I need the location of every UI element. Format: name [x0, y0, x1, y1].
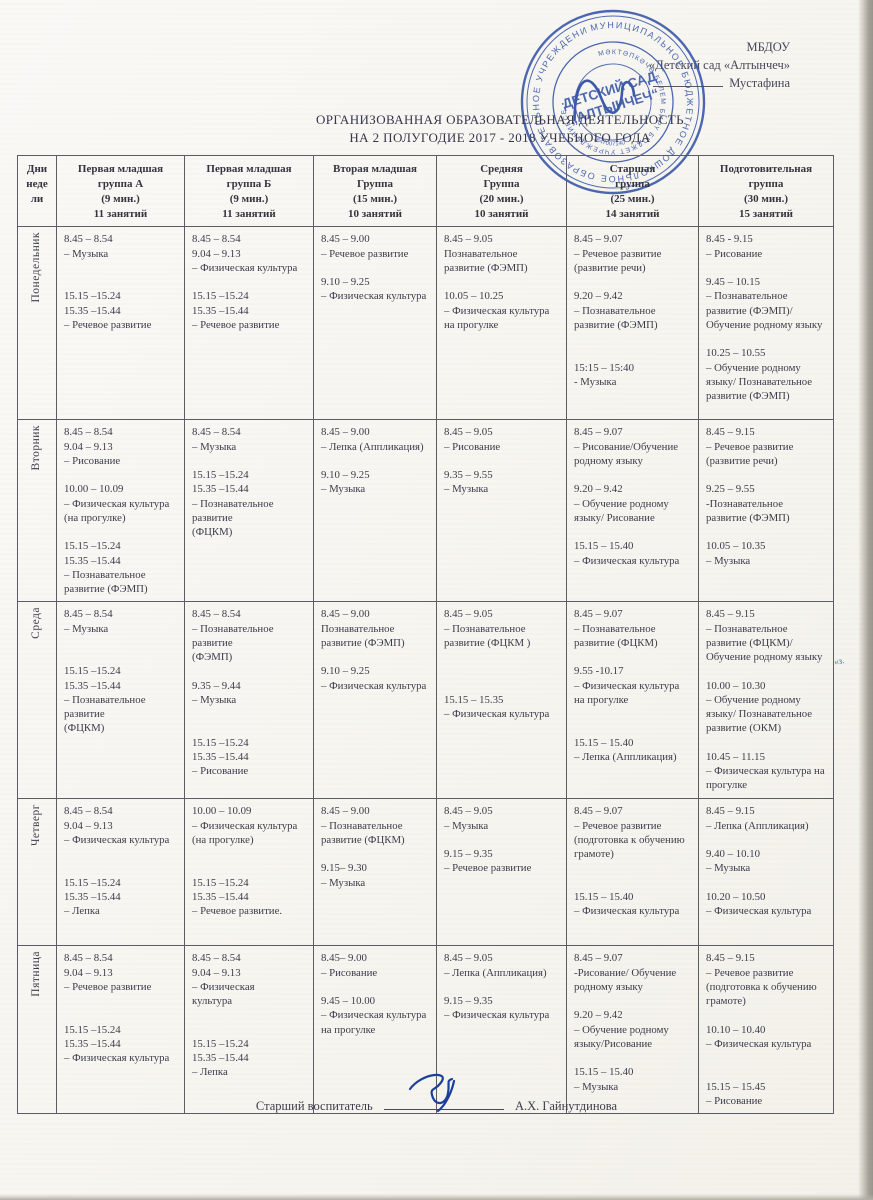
- row-tuesday: Вторник 8.45 – 8.54 9.04 – 9.13 – Рисова…: [17, 419, 834, 603]
- schedule-cell: 8.45 – 9.07 – Рисование/Обучение родному…: [566, 419, 699, 603]
- seal-signature-stroke: [573, 79, 636, 122]
- schedule-cell: 8.45 – 8.54 – Музыка 15.15 –15.24 15.35 …: [184, 419, 314, 603]
- schedule-cell: 8.45 – 9.05 – Музыка 9.15 – 9.35 – Речев…: [436, 798, 567, 947]
- schedule-cell: 8.45 – 9.05 – Рисование 9.35 – 9.55 – Му…: [436, 419, 567, 603]
- schedule-cell: 8.45 – 9.05 – Познавательное развитие (Ф…: [436, 601, 567, 800]
- day-label-friday: Пятница: [17, 945, 57, 1115]
- schedule-cell: 8.45 – 9.07 – Речевое развитие (развитие…: [566, 226, 699, 421]
- title-line-2: НА 2 ПОЛУГОДИЕ 2017 - 2018 УЧЕБНОГО ГОДА: [349, 130, 651, 145]
- schedule-cell: 8.45 – 9.15 – Познавательное развитие (Ф…: [698, 601, 834, 800]
- footer-signature-row: Старший воспитатель А.Х. Гайнутдинова: [0, 1073, 873, 1114]
- document-title: ОРГАНИЗОВАННАЯ ОБРАЗОВАТЕЛЬНАЯ ДЕЯТЕЛЬНО…: [120, 110, 873, 148]
- footer-signature-line: [383, 1073, 504, 1113]
- schedule-cell: 8.45 – 8.54 9.04 – 9.13 – Рисование 10.0…: [56, 419, 185, 603]
- day-label-tuesday: Вторник: [17, 419, 57, 603]
- schedule-cell: 8.45 – 9.15 – Речевое развитие (развитие…: [698, 419, 834, 603]
- schedule-cell: 8.45 – 9.05 Познавательное развитие (ФЭМ…: [436, 226, 567, 421]
- schedule-cell: 8.45 – 8.54 – Музыка 15.15 –15.24 15.35 …: [56, 601, 185, 800]
- schedule-cell: 8.45 – 8.54 9.04 – 9.13 – Физическая кул…: [184, 945, 314, 1115]
- handwritten-signature-icon: [408, 1073, 455, 1113]
- schedule-cell: 8.45 – 9.15 – Лепка (Аппликация) 9.40 – …: [698, 798, 834, 947]
- schedule-cell: 8.45 – 9.07 -Рисование/ Обучение родному…: [566, 945, 699, 1115]
- header-group-1a: Первая младшая группа А (9 мин.) 11 заня…: [56, 154, 185, 228]
- scan-edge-shadow: [858, 0, 873, 1200]
- schedule-cell: 8.45 – 8.54 – Познавательное развитие (Ф…: [184, 601, 314, 800]
- schedule-table: Дни неде ли Первая младшая группа А (9 м…: [17, 154, 834, 1115]
- day-label-wednesday: Среда: [17, 601, 57, 800]
- day-label-monday: Понедельник: [17, 226, 57, 421]
- schedule-cell: 8.45 – 9.00 – Речевое развитие 9.10 – 9.…: [313, 226, 437, 421]
- schedule-cell: 8.45 – 9.00 Познавательное развитие (ФЭМ…: [313, 601, 437, 800]
- schedule-cell: 8.45 – 9.00 – Познавательное развитие (Ф…: [313, 798, 437, 947]
- header-group-prep: Подготовительная группа (30 мин.) 15 зан…: [698, 154, 834, 228]
- row-wednesday: Среда 8.45 – 8.54 – Музыка 15.15 –15.24 …: [17, 601, 834, 800]
- schedule-cell: 8.45– 9.00 – Рисование 9.45 – 10.00 – Фи…: [313, 945, 437, 1115]
- schedule-cell: 8.45 – 9.15 – Речевое развитие (подготов…: [698, 945, 834, 1115]
- title-line-1: ОРГАНИЗОВАННАЯ ОБРАЗОВАТЕЛЬНАЯ ДЕЯТЕЛЬНО…: [316, 112, 684, 127]
- schedule-cell: 8.45 - 9.15 – Рисование 9.45 – 10.15 – П…: [698, 226, 834, 421]
- approval-name: Мустафина: [729, 76, 790, 91]
- schedule-cell: 8.45 – 9.07 – Познавательное развитие (Ф…: [566, 601, 699, 800]
- schedule-table-wrap: Дни неде ли Первая младшая группа А (9 м…: [17, 154, 834, 1115]
- approval-line-1: МБДОУ: [746, 40, 790, 54]
- schedule-cell: 8.45 – 8.54 9.04 – 9.13 – Речевое развит…: [56, 945, 185, 1115]
- header-group-1b: Первая младшая группа Б (9 мин.) 11 заня…: [184, 154, 314, 228]
- schedule-cell: 10.00 – 10.09 – Физическая культура (на …: [184, 798, 314, 947]
- footer-name: А.Х. Гайнутдинова: [514, 1099, 618, 1113]
- row-friday: Пятница 8.45 – 8.54 9.04 – 9.13 – Речево…: [17, 945, 834, 1115]
- header-group-senior: Старшая группа (25 мин.) 14 занятий: [566, 154, 699, 228]
- schedule-cell: 8.45 – 9.05 – Лепка (Аппликация) 9.15 – …: [436, 945, 567, 1115]
- day-label-thursday: Четверг: [17, 798, 57, 947]
- row-thursday: Четверг 8.45 – 8.54 9.04 – 9.13 – Физиче…: [17, 798, 834, 947]
- row-monday: Понедельник 8.45 – 8.54 – Музыка 15.15 –…: [17, 226, 834, 421]
- header-row: Дни неде ли Первая младшая группа А (9 м…: [17, 154, 834, 228]
- schedule-cell: 8.45 – 8.54 – Музыка 15.15 –15.24 15.35 …: [56, 226, 185, 421]
- schedule-cell: 8.45 – 9.00 – Лепка (Аппликация) 9.10 – …: [313, 419, 437, 603]
- schedule-cell: 8.45 – 8.54 9.04 – 9.13 – Физическая кул…: [184, 226, 314, 421]
- header-group-2: Вторая младшая Группа (15 мин.) 10 занят…: [313, 154, 437, 228]
- header-days: Дни неде ли: [17, 154, 57, 228]
- schedule-cell: 8.45 – 8.54 9.04 – 9.13 – Физическая кул…: [56, 798, 185, 947]
- footer-label: Старший воспитатель: [255, 1099, 373, 1113]
- approval-signature-line: [653, 76, 724, 88]
- schedule-cell: 8.45 – 9.07 – Речевое развитие (подготов…: [566, 798, 699, 947]
- approval-line-3: Мустафина: [545, 74, 790, 92]
- scan-artifact-mark: «з.: [833, 655, 846, 667]
- approval-line-2: «Детский сад «Алтынчеч»: [648, 58, 790, 73]
- approval-block: МБДОУ «Детский сад «Алтынчеч» Мустафина: [545, 38, 790, 92]
- scan-edge-shadow-bottom: [0, 1194, 873, 1200]
- header-group-middle: Средняя Группа (20 мин.) 10 занятий: [436, 154, 567, 228]
